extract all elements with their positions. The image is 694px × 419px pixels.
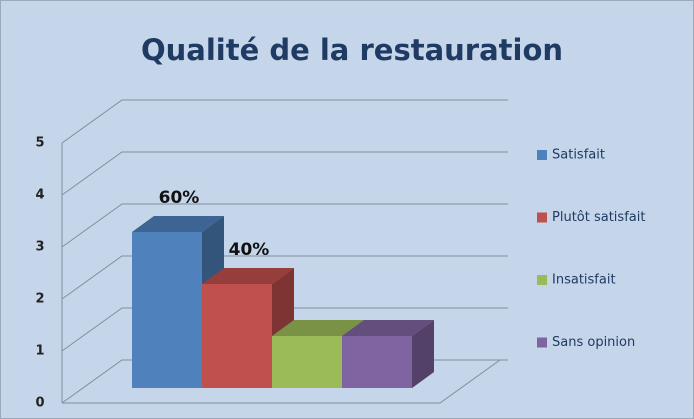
chart-title: Qualité de la restauration bbox=[141, 33, 563, 67]
y-tick-label: 4 bbox=[35, 188, 44, 203]
bar-shade bbox=[272, 320, 364, 336]
bar bbox=[272, 336, 342, 388]
legend-label: Plutôt satisfait bbox=[552, 210, 645, 225]
bar-shade bbox=[132, 216, 224, 232]
legend-swatch bbox=[537, 150, 547, 160]
annotation: 60% bbox=[159, 188, 200, 208]
y-tick-label: 2 bbox=[35, 292, 44, 307]
legend-swatch bbox=[537, 337, 547, 348]
legend-label: Satisfait bbox=[552, 148, 605, 163]
y-tick-label: 0 bbox=[35, 396, 44, 411]
bar bbox=[202, 284, 272, 388]
y-tick-label: 3 bbox=[35, 240, 44, 255]
bar bbox=[132, 232, 202, 388]
bar bbox=[342, 336, 412, 388]
bar-top bbox=[132, 216, 224, 232]
grid-line bbox=[61, 203, 508, 248]
legend-label: Sans opinion bbox=[552, 335, 635, 350]
grid-line bbox=[61, 151, 508, 196]
legend-swatch bbox=[537, 275, 547, 285]
floor bbox=[62, 359, 501, 404]
legend-label: Insatisfait bbox=[552, 273, 616, 288]
grid-line bbox=[61, 255, 508, 300]
grid-line bbox=[61, 307, 508, 352]
bar-shade bbox=[202, 268, 294, 284]
grid-line bbox=[61, 99, 508, 144]
bar-top bbox=[202, 268, 294, 284]
bar-top bbox=[272, 320, 364, 336]
annotation: 40% bbox=[229, 240, 270, 260]
y-tick-label: 5 bbox=[35, 136, 44, 151]
legend-swatch bbox=[537, 212, 547, 223]
bar-top bbox=[342, 320, 434, 336]
bar-shade bbox=[412, 320, 434, 388]
bar-side bbox=[412, 320, 434, 388]
bar-shade bbox=[342, 320, 434, 336]
y-tick-label: 1 bbox=[35, 344, 44, 359]
